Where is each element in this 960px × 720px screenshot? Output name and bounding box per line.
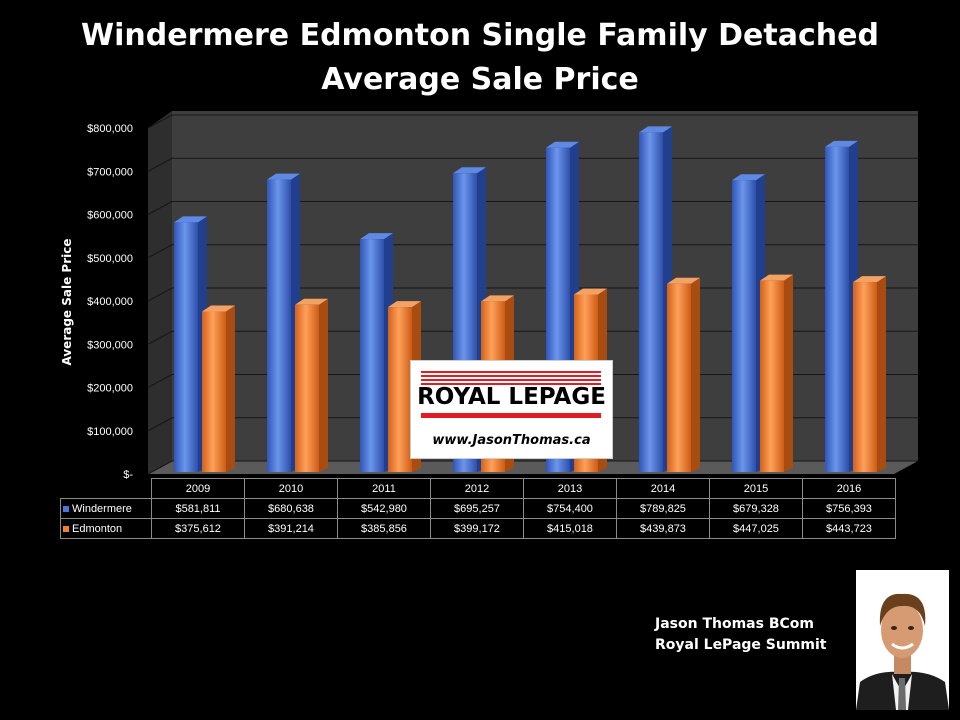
bar-windermere-2009 — [174, 216, 207, 472]
category-label-2009: 2009 — [151, 478, 245, 499]
data-label-edmonton-2012: $399,172 — [430, 518, 524, 539]
bar-edmonton-2010 — [295, 298, 328, 472]
bar-edmonton-2009 — [202, 305, 235, 472]
data-label-windermere-2012: $695,257 — [430, 498, 524, 519]
data-label-edmonton-2009: $375,612 — [151, 518, 245, 539]
category-label-2013: 2013 — [523, 478, 617, 499]
title-line-1: Windermere Edmonton Single Family Detach… — [81, 18, 879, 53]
category-label-2015: 2015 — [709, 478, 803, 499]
agent-info: Jason Thomas BCom Royal LePage Summit — [655, 614, 827, 656]
title-line-2: Average Sale Price — [321, 62, 639, 97]
agent-portrait-icon — [856, 570, 949, 710]
data-label-edmonton-2011: $385,856 — [337, 518, 431, 539]
plot-side-wall — [148, 111, 172, 474]
data-table: 2009 2010 2011 2012 2013 2014 2015 2016 Winderm… — [60, 478, 896, 539]
legend-key-edmonton — [63, 525, 69, 532]
y-axis-label: Average Sale Price — [60, 239, 74, 366]
series-label-windermere: Windermere — [60, 498, 152, 519]
bar-edmonton-2014 — [667, 277, 700, 472]
series-label-edmonton: Edmonton — [60, 518, 152, 539]
category-label-2014: 2014 — [616, 478, 710, 499]
y-tick-label: $600,000 — [87, 210, 133, 222]
data-label-windermere-2014: $789,825 — [616, 498, 710, 519]
y-tick-label: $300,000 — [87, 339, 133, 351]
plot-back-wall — [172, 111, 918, 461]
data-label-windermere-2015: $679,328 — [709, 498, 803, 519]
bar-edmonton-2016 — [853, 276, 886, 472]
logo-brand-text: ROYAL LEPAGE — [417, 384, 606, 410]
data-label-edmonton-2013: $415,018 — [523, 518, 617, 539]
data-table-row-edmonton: Edmonton $375,612 $391,214 $385,856 $399,17… — [60, 518, 896, 539]
bar-edmonton-2015 — [760, 274, 793, 472]
y-tick-label: $700,000 — [87, 166, 133, 178]
data-table-row-windermere: Windermere $581,811 $680,638 $542,980 $695,… — [60, 498, 896, 519]
category-label-2010: 2010 — [244, 478, 338, 499]
data-label-windermere-2013: $754,400 — [523, 498, 617, 519]
y-tick-label: $500,000 — [87, 253, 133, 265]
series-name: Windermere — [72, 502, 132, 515]
gridline — [147, 114, 918, 129]
category-label-2011: 2011 — [337, 478, 431, 499]
legend-key-windermere — [63, 505, 69, 512]
y-tick-label: $400,000 — [87, 296, 133, 308]
data-label-windermere-2010: $680,638 — [244, 498, 338, 519]
plot-floor — [148, 461, 918, 474]
data-label-edmonton-2014: $439,873 — [616, 518, 710, 539]
data-table-header: 2009 2010 2011 2012 2013 2014 2015 2016 — [60, 478, 896, 499]
data-label-edmonton-2015: $447,025 — [709, 518, 803, 539]
y-tick-label: $100,000 — [87, 426, 133, 438]
category-label-2012: 2012 — [430, 478, 524, 499]
data-label-windermere-2009: $581,811 — [151, 498, 245, 519]
logo-stripes — [421, 371, 601, 387]
series-name: Edmonton — [72, 522, 123, 535]
y-tick-label: $200,000 — [87, 383, 133, 395]
data-label-edmonton-2016: $443,723 — [802, 518, 896, 539]
data-label-edmonton-2010: $391,214 — [244, 518, 338, 539]
agent-photo — [856, 570, 949, 710]
data-table-corner — [60, 478, 152, 499]
logo-red-band — [421, 413, 601, 418]
bar-windermere-2014 — [639, 126, 672, 472]
bar-windermere-2015 — [732, 174, 765, 472]
chart-title: Windermere Edmonton Single Family Detach… — [0, 14, 960, 102]
royal-lepage-logo: ROYAL LEPAGE www.JasonThomas.ca — [410, 360, 613, 459]
agent-name: Jason Thomas BCom — [655, 616, 814, 632]
agent-company: Royal LePage Summit — [655, 637, 827, 653]
y-tick-label: $800,000 — [87, 123, 133, 135]
category-label-2016: 2016 — [802, 478, 896, 499]
data-label-windermere-2011: $542,980 — [337, 498, 431, 519]
logo-website: www.JasonThomas.ca — [432, 433, 591, 448]
y-tick-label: $- — [123, 469, 133, 481]
data-label-windermere-2016: $756,393 — [802, 498, 896, 519]
